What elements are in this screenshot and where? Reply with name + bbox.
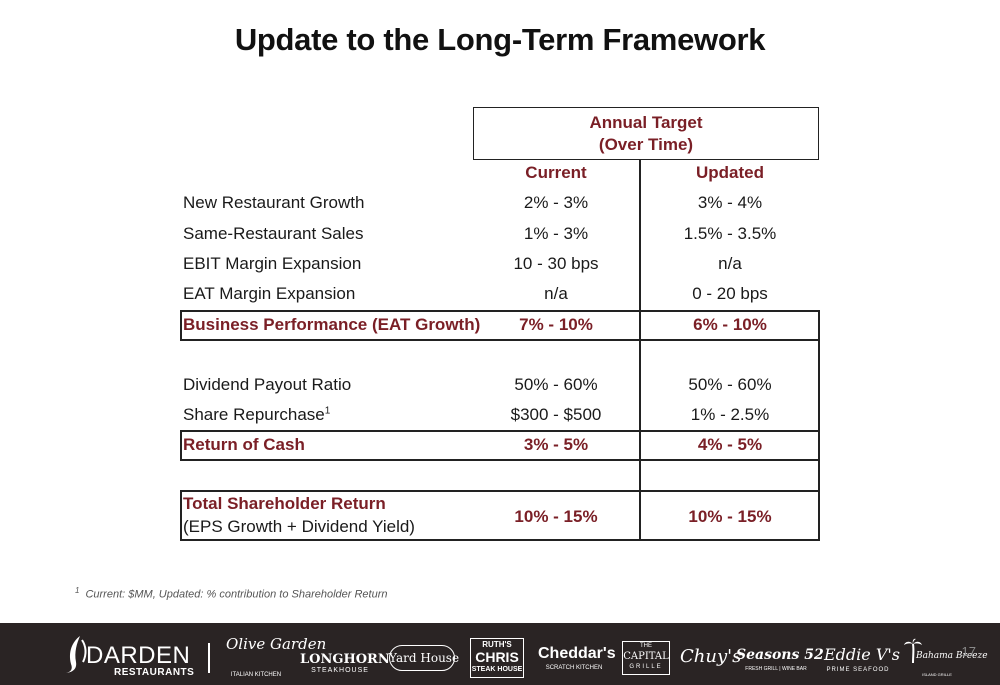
column-header-current: Current	[525, 163, 587, 182]
bahama-wordmark: Bahama Breeze	[916, 651, 988, 661]
divider-line	[818, 310, 820, 340]
row-current-value: 2% - 3%	[523, 193, 589, 212]
divider-line	[818, 430, 820, 540]
total-shareholder-return-sublabel: (EPS Growth + Dividend Yield)	[183, 517, 415, 536]
chuys-logo: Chuy's	[680, 646, 742, 667]
divider-line	[180, 490, 182, 540]
footer-brand-bar	[0, 623, 1000, 685]
total-shareholder-return-current: 10% - 15%	[514, 507, 598, 526]
row-label: EBIT Margin Expansion	[183, 254, 362, 273]
ruths-chris-box	[470, 638, 524, 678]
column-divider	[639, 160, 641, 540]
row-updated-value: 1.5% - 3.5%	[683, 224, 777, 243]
row-current-value: n/a	[544, 284, 568, 303]
row-current-value: 1% - 3%	[523, 224, 589, 243]
divider-line	[180, 310, 182, 340]
palm-tree-icon	[904, 638, 922, 664]
yard-house-wordmark: Yard House	[389, 651, 460, 665]
darden-wordmark: DARDEN	[86, 642, 191, 669]
page-number: 17	[961, 644, 976, 659]
divider-line	[818, 339, 820, 431]
share-repurchase-label: Share Repurchase	[183, 405, 325, 424]
row-label: Dividend Payout Ratio	[183, 375, 352, 394]
footnote-marker: 1	[75, 586, 80, 595]
seasons-sub: FRESH GRILL | WINE BAR	[745, 666, 807, 672]
business-performance-label: Business Performance (EAT Growth)	[183, 315, 481, 334]
cheddars-wordmark: Cheddar's	[538, 645, 616, 662]
business-performance-current: 7% - 10%	[519, 315, 593, 334]
column-header-updated: Updated	[696, 163, 764, 182]
olive-garden-wordmark: Olive Garden	[226, 635, 327, 653]
annual-target-header-box	[473, 107, 819, 160]
return-of-cash-current: 3% - 5%	[523, 435, 589, 454]
divider-line	[180, 459, 820, 461]
row-updated-value: 50% - 60%	[688, 375, 772, 394]
annual-target-header: Annual Target (Over Time)	[473, 112, 819, 156]
row-updated-value: 1% - 2.5%	[690, 405, 770, 424]
capital-grille-box	[622, 641, 670, 675]
bahama-sub: ISLAND GRILLE	[922, 672, 952, 677]
cheddars-sub: SCRATCH KITCHEN	[545, 665, 603, 671]
header-line-2: (Over Time)	[598, 135, 694, 154]
capital-sub: GRILLE	[629, 664, 663, 670]
row-current-value: 50% - 60%	[514, 375, 598, 394]
ruths-mid: CHRIS	[475, 649, 519, 665]
row-label: Share Repurchase1	[183, 405, 330, 425]
footnote-text: Current: $MM, Updated: % contribution to…	[85, 588, 388, 601]
olive-garden-sub: ITALIAN KITCHEN	[230, 672, 282, 678]
framework-table: Annual Target (Over Time) Current Update…	[180, 107, 820, 541]
divider-line	[180, 310, 820, 312]
capital-wordmark: CAPITAL	[623, 651, 669, 662]
footer-separator	[208, 643, 210, 673]
row-label: EAT Margin Expansion	[183, 284, 356, 303]
header-line-1: Annual Target	[589, 113, 703, 132]
ruths-bot: STEAK HOUSE	[471, 666, 523, 673]
row-updated-value: 3% - 4%	[697, 193, 763, 212]
business-performance-updated: 6% - 10%	[693, 315, 767, 334]
row-label: New Restaurant Growth	[183, 193, 365, 212]
divider-line	[180, 430, 820, 432]
row-updated-value: n/a	[718, 254, 742, 273]
row-updated-value: 0 - 20 bps	[692, 284, 768, 303]
return-of-cash-label: Return of Cash	[183, 435, 305, 454]
return-of-cash-updated: 4% - 5%	[697, 435, 763, 454]
eddie-wordmark: Eddie V's	[824, 645, 900, 664]
row-current-value: $300 - $500	[510, 405, 602, 424]
longhorn-wordmark: LONGHORN	[300, 652, 390, 667]
total-shareholder-return-label: Total Shareholder Return	[183, 494, 386, 513]
seasons-wordmark: Seasons 52	[736, 647, 824, 663]
row-current-value: 10 - 30 bps	[513, 254, 599, 273]
footnote-marker: 1	[324, 405, 331, 417]
page-title: Update to the Long-Term Framework	[234, 22, 766, 57]
divider-line	[180, 539, 820, 541]
divider-line	[180, 339, 820, 341]
darden-leaf-icon	[66, 636, 87, 673]
total-shareholder-return-updated: 10% - 15%	[688, 507, 772, 526]
footnote: 1 Current: $MM, Updated: % contribution t…	[75, 586, 388, 601]
divider-line	[180, 490, 820, 492]
divider-line	[180, 430, 182, 460]
yard-house-oval	[389, 645, 455, 671]
capital-top: THE	[640, 643, 652, 649]
ruths-top: RUTH'S	[482, 640, 512, 649]
longhorn-sub: STEAKHOUSE	[311, 667, 369, 674]
row-label: Same-Restaurant Sales	[183, 224, 364, 243]
darden-sub: RESTAURANTS	[114, 667, 195, 678]
eddie-sub: PRIME SEAFOOD	[826, 667, 890, 673]
